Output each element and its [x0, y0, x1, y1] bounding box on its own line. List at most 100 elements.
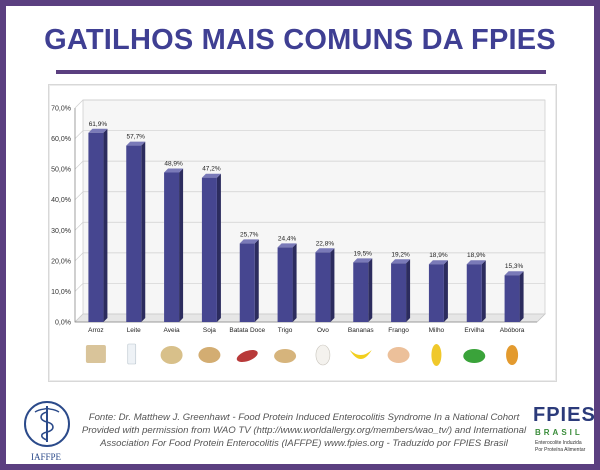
- bar-side: [216, 173, 221, 322]
- squash-icon: [506, 345, 519, 365]
- bar-side: [179, 168, 184, 322]
- bar: [466, 264, 482, 322]
- y-tick-label: 50,0%: [51, 167, 71, 174]
- iaffpe-logo: [24, 401, 70, 447]
- page-title: GATILHOS MAIS COMUNS DA FPIES: [44, 24, 556, 56]
- bar-side: [406, 259, 411, 322]
- y-tick-label: 60,0%: [51, 136, 71, 143]
- data-label: 48,9%: [164, 161, 183, 168]
- gridline: [74, 99, 545, 109]
- bar: [353, 262, 369, 322]
- bar-top: [126, 141, 146, 146]
- y-tick-label: 40,0%: [51, 197, 71, 204]
- bar-top: [353, 258, 373, 263]
- category-label: Milho: [429, 327, 445, 334]
- bar-side: [481, 260, 486, 322]
- bar-side: [254, 239, 259, 322]
- data-label: 25,7%: [240, 231, 259, 238]
- category-label: Aveia: [164, 327, 181, 334]
- data-label: 18,9%: [467, 252, 486, 259]
- category-label: Ervilha: [464, 327, 484, 334]
- banana-icon: [349, 350, 372, 359]
- sweet-potato-icon: [236, 349, 258, 363]
- bar-top: [277, 243, 297, 248]
- footnote-line-2: Provided with permission from WAO TV (ht…: [81, 425, 527, 436]
- egg-icon: [315, 344, 331, 366]
- y-tick-label: 20,0%: [51, 258, 71, 265]
- y-tick-label: 70,0%: [51, 106, 71, 113]
- bar: [428, 264, 444, 322]
- rice-icon: [85, 345, 106, 363]
- bar-side: [443, 260, 448, 322]
- data-label: 18,9%: [429, 252, 448, 259]
- category-label: Ovo: [317, 327, 329, 334]
- data-label: 61,9%: [89, 121, 108, 128]
- y-tick-label: 10,0%: [51, 289, 71, 296]
- gridline: [74, 160, 545, 170]
- bar: [277, 247, 293, 322]
- data-label: 22,8%: [316, 240, 335, 247]
- fpies-logo-word: FPIES: [533, 404, 596, 426]
- gridline: [74, 252, 545, 262]
- bar-side: [141, 141, 146, 322]
- bar-top: [428, 260, 448, 265]
- category-label: Bananas: [348, 327, 374, 334]
- bar: [126, 145, 142, 322]
- bar: [88, 132, 104, 322]
- wheat-icon: [274, 349, 297, 363]
- bar: [164, 172, 180, 322]
- gridline: [74, 130, 545, 139]
- category-label: Batata Doce: [229, 327, 265, 334]
- bar-side: [519, 271, 524, 322]
- title-underline: [56, 70, 546, 74]
- bar-top: [164, 168, 184, 173]
- bar-top: [391, 259, 411, 264]
- corn-icon: [431, 344, 442, 366]
- gridline: [74, 283, 545, 292]
- bar-top: [88, 128, 108, 133]
- category-label: Soja: [203, 327, 216, 334]
- bar-top: [466, 260, 486, 265]
- data-label: 15,3%: [505, 263, 524, 270]
- fpies-logo-country: BRASIL: [535, 428, 583, 437]
- bar: [315, 252, 331, 322]
- iaffpe-label: IAFFPE: [30, 452, 61, 462]
- bar-side: [368, 258, 373, 322]
- data-label: 19,5%: [354, 250, 373, 257]
- milk-icon: [127, 343, 137, 365]
- y-tick-label: 30,0%: [51, 228, 71, 235]
- bar: [201, 177, 217, 322]
- bar: [239, 243, 255, 322]
- source-footnote: Fonte: Dr. Matthew J. Greenhawt - Food P…: [74, 411, 534, 450]
- fpies-tagline-1: Enterocolite Induzida: [535, 440, 582, 446]
- data-label: 19,2%: [391, 251, 410, 258]
- data-label: 57,7%: [127, 134, 146, 141]
- footnote-line-3: Association For Food Protein Enterocolit…: [100, 438, 508, 449]
- fpies-tagline-2: Por Proteína Alimentar: [535, 447, 586, 453]
- bar-side: [330, 248, 335, 322]
- bar-top: [315, 248, 335, 253]
- data-label: 24,4%: [278, 235, 297, 242]
- category-label: Abóbora: [500, 327, 525, 334]
- bar-top: [504, 271, 524, 276]
- bar-side: [292, 243, 297, 322]
- category-label: Arroz: [88, 327, 104, 334]
- bar: [504, 275, 520, 322]
- chicken-icon: [387, 347, 410, 363]
- bar-chart: 0,0% 10,0% 20,0% 30,0% 40,0% 50,0% 60,0% 70,0% 6…: [51, 99, 546, 366]
- category-label: Trigo: [278, 327, 293, 334]
- bar: [391, 263, 407, 322]
- gridline: [74, 191, 545, 200]
- peas-icon: [463, 349, 486, 363]
- category-label: Leite: [127, 327, 141, 334]
- oats-icon: [160, 346, 183, 364]
- bar-top: [239, 239, 259, 244]
- data-label: 47,2%: [202, 166, 221, 173]
- bar-side: [103, 128, 108, 322]
- gridline: [74, 221, 545, 231]
- bar-top: [201, 173, 221, 178]
- gridline: [74, 313, 545, 323]
- footnote-line-1: Fonte: Dr. Matthew J. Greenhawt - Food P…: [88, 412, 520, 423]
- category-label: Frango: [388, 327, 409, 334]
- y-tick-label: 0,0%: [55, 320, 71, 327]
